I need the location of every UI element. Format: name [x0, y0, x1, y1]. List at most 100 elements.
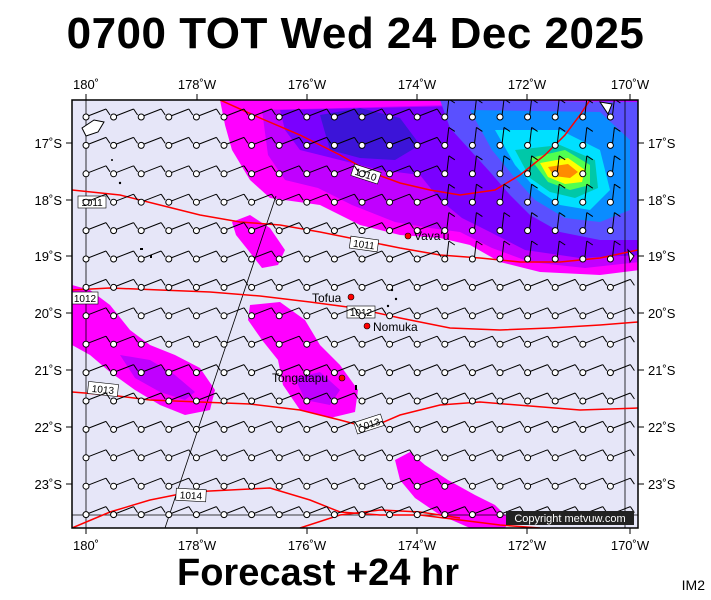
wind-barb	[386, 307, 415, 320]
wind-barb	[386, 420, 415, 433]
wind-barb	[110, 449, 139, 462]
wind-barb	[275, 506, 304, 519]
wind-barb	[496, 155, 511, 178]
wind-barb	[275, 420, 304, 433]
wind-barb	[468, 420, 497, 433]
wind-barb	[248, 193, 277, 206]
wind-barb	[413, 449, 442, 462]
wind-barb	[358, 278, 387, 291]
wind-barb	[192, 364, 221, 377]
wind-barb	[303, 307, 332, 320]
wind-barb	[606, 278, 635, 291]
wind-barb	[110, 506, 139, 519]
lat-label: 21˚S	[35, 363, 63, 378]
svg-text:1012: 1012	[74, 294, 97, 305]
wind-barb	[248, 506, 277, 519]
wind-barb	[441, 420, 470, 433]
svg-text:1011: 1011	[352, 239, 375, 253]
wind-barb	[358, 449, 387, 462]
wind-barb	[358, 222, 387, 235]
wind-barb	[303, 222, 332, 235]
wind-barb	[330, 193, 359, 206]
place-vavau: Vava'u	[404, 229, 449, 243]
wind-barb	[82, 420, 111, 433]
wind-barb	[192, 136, 221, 149]
wind-barb	[192, 250, 221, 263]
wind-barb	[386, 165, 415, 178]
wind-barb	[524, 307, 553, 320]
wind-barb	[110, 108, 139, 121]
wind-barb	[413, 307, 442, 320]
wind-barb	[358, 392, 387, 405]
wind-barb	[413, 477, 442, 490]
wind-barb	[468, 506, 497, 519]
wind-barb	[110, 250, 139, 263]
wind-barb	[330, 307, 359, 320]
wind-barb	[110, 136, 139, 149]
wind-barb	[579, 449, 608, 462]
lat-label: 17˚S	[648, 136, 676, 151]
wind-barb	[524, 335, 553, 348]
wind-barb	[248, 307, 277, 320]
wind-barb	[192, 222, 221, 235]
wind-barb	[496, 392, 525, 405]
wind-barb	[137, 364, 166, 377]
wind-barb	[303, 193, 332, 206]
lat-label: 23˚S	[648, 477, 676, 492]
wind-barb	[358, 250, 387, 263]
wind-barb	[248, 136, 277, 149]
lon-label: 176˚W	[288, 538, 327, 553]
wind-barb	[192, 477, 221, 490]
wind-barb	[606, 240, 621, 263]
wind-barb	[248, 364, 277, 377]
wind-barb	[110, 335, 139, 348]
wind-barb	[137, 335, 166, 348]
wind-barb	[606, 212, 621, 235]
wind-barb	[524, 392, 553, 405]
wind-barb	[441, 240, 456, 263]
image-code: IM2	[681, 577, 705, 593]
wind-barb	[386, 449, 415, 462]
wind-barb	[358, 165, 387, 178]
wind-barb	[413, 506, 442, 519]
wind-barb	[524, 420, 553, 433]
wind-barb	[441, 155, 456, 178]
wind-barb	[330, 420, 359, 433]
wind-barb	[137, 250, 166, 263]
wind-barb	[137, 392, 166, 405]
wind-barb	[551, 335, 580, 348]
place-nomuka: Nomuka	[363, 320, 418, 334]
wind-barb	[551, 477, 580, 490]
wind-barb	[579, 477, 608, 490]
wind-barb	[386, 392, 415, 405]
wind-barb	[248, 477, 277, 490]
wind-barb	[275, 278, 304, 291]
wind-barb	[330, 335, 359, 348]
wind-barb	[82, 108, 111, 121]
wind-barb	[330, 222, 359, 235]
wind-barb	[551, 278, 580, 291]
wind-barb	[248, 250, 277, 263]
wind-barb	[413, 420, 442, 433]
wind-barb	[110, 364, 139, 377]
wind-barb	[413, 335, 442, 348]
wind-barb	[579, 183, 594, 206]
wind-barb	[606, 392, 635, 405]
wind-barb	[220, 165, 249, 178]
place-tofua: Tofua	[312, 291, 355, 305]
wind-barb	[496, 420, 525, 433]
wind-barb	[606, 155, 621, 178]
wind-barb	[468, 240, 483, 263]
svg-text:1014: 1014	[180, 490, 203, 502]
wind-barb	[468, 126, 483, 149]
wind-barb	[165, 165, 194, 178]
wind-barb	[248, 420, 277, 433]
wind-barb	[358, 420, 387, 433]
lat-label: 19˚S	[648, 249, 676, 264]
wind-barb	[386, 250, 415, 263]
wind-barb	[551, 100, 566, 121]
wind-barb	[413, 165, 442, 178]
wind-barb	[220, 506, 249, 519]
wind-barb	[82, 222, 111, 235]
wind-barb	[303, 278, 332, 291]
